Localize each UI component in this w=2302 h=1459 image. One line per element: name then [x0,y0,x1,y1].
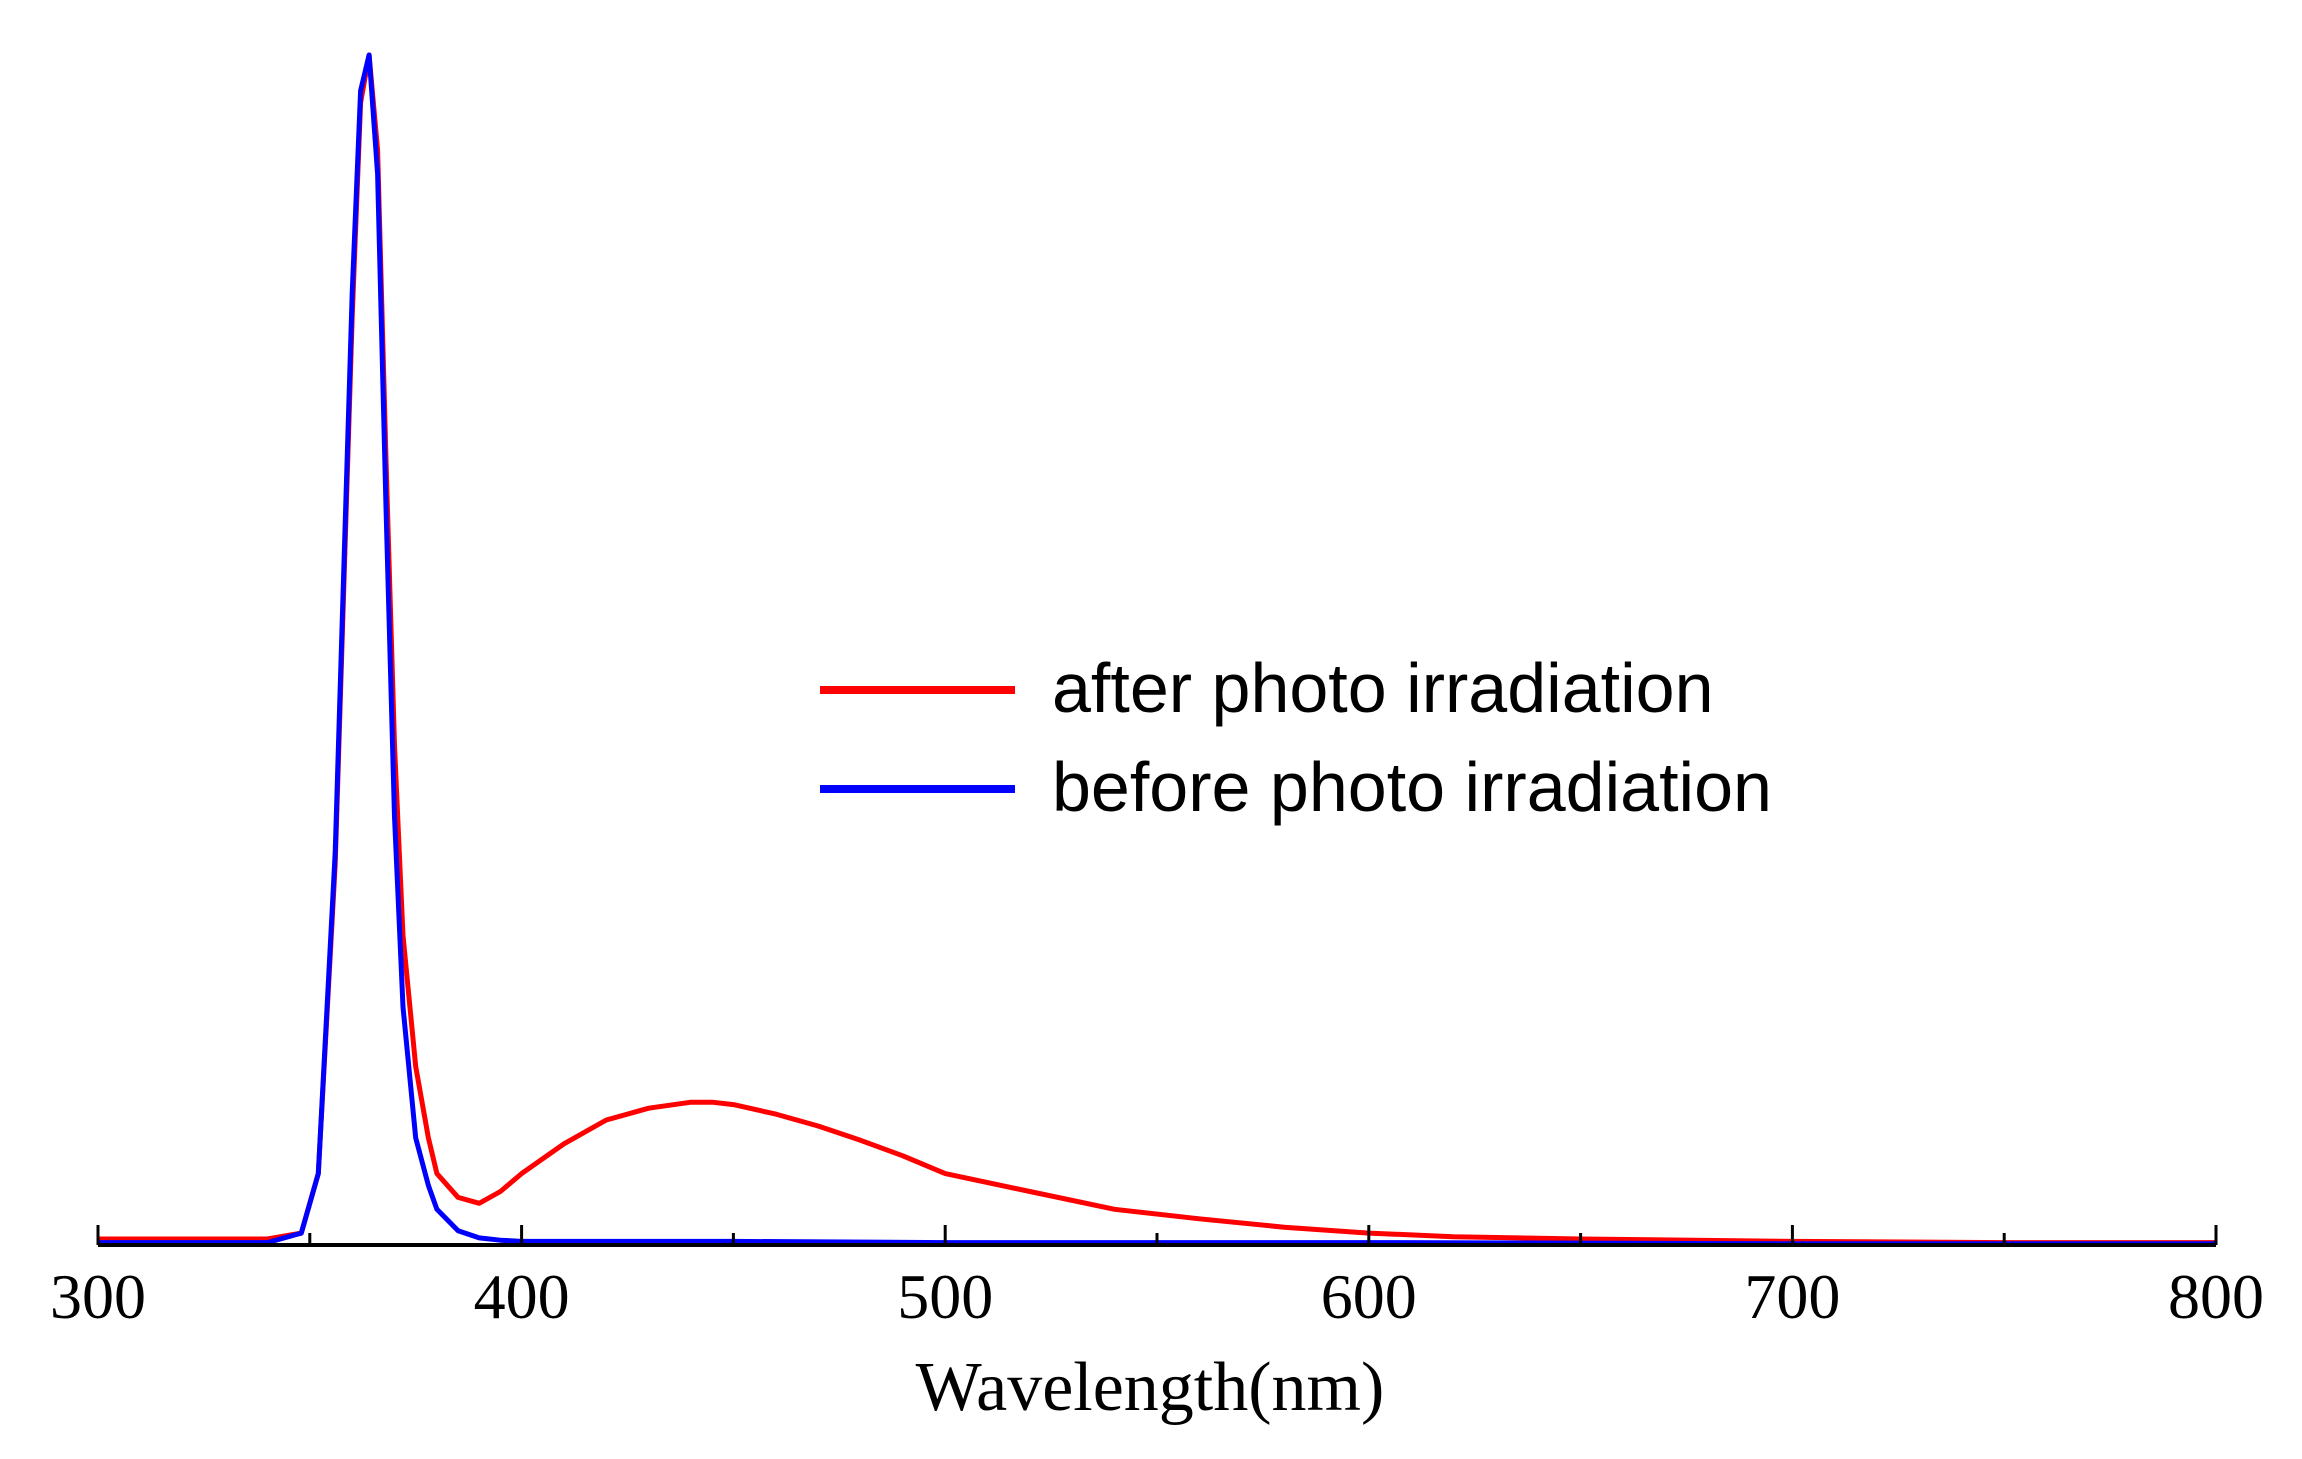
x-tick-label-600: 600 [1321,1261,1417,1332]
x-tick-label-800: 800 [2168,1261,2264,1332]
x-tick-label-300: 300 [50,1261,146,1332]
x-axis [96,1225,2218,1247]
x-tick-label-700: 700 [1744,1261,1840,1332]
x-tick-label-400: 400 [474,1261,570,1332]
x-tick-label-500: 500 [897,1261,993,1332]
legend-label-before: before photo irradiation [1052,748,1772,826]
x-tick-labels: 300 400 500 600 700 800 [50,1261,2264,1332]
x-axis-title: Wavelength(nm) [916,1349,1385,1426]
legend: after photo irradiation before photo irr… [820,649,1772,826]
legend-label-after: after photo irradiation [1052,649,1714,727]
